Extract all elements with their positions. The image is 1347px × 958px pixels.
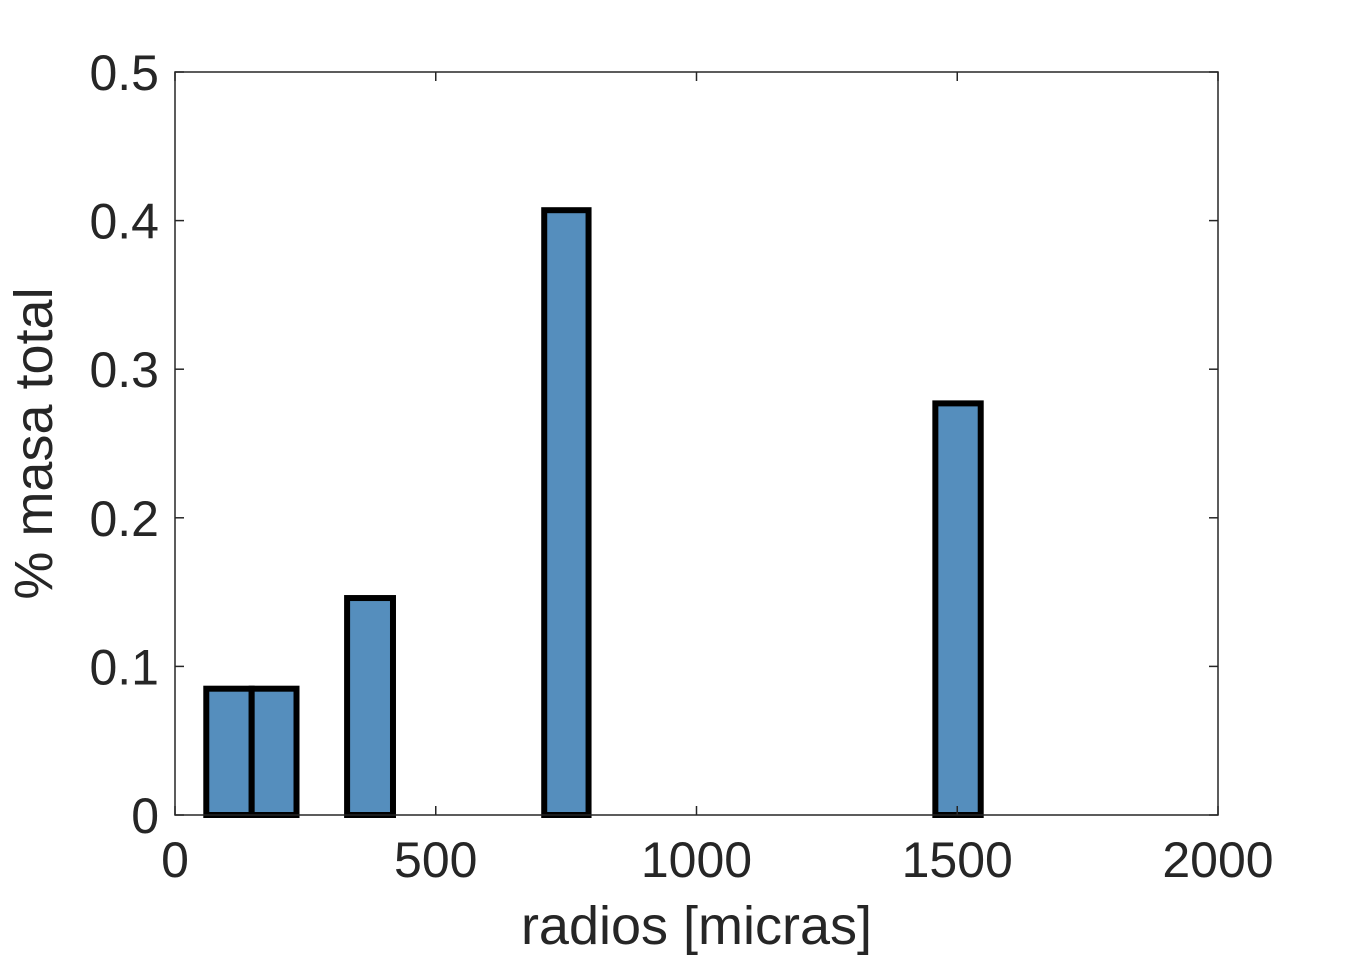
y-tick-label: 0.1	[89, 639, 159, 695]
y-tick-label: 0.3	[89, 342, 159, 398]
x-tick-label: 2000	[1162, 832, 1273, 888]
y-tick-label: 0.2	[89, 491, 159, 547]
x-tick-label: 1500	[902, 832, 1013, 888]
bar-5	[932, 400, 984, 818]
x-tick-label: 0	[161, 832, 189, 888]
x-tick-label: 1000	[641, 832, 752, 888]
y-tick-label: 0.5	[89, 45, 159, 101]
bar-2	[248, 685, 300, 818]
tick-labels: 0 500 1000 1500 2000 0 0.1 0.2 0.3 0.4 0.5	[89, 45, 1273, 888]
x-axis-label: radios [micras]	[521, 896, 872, 956]
bar-1	[203, 685, 255, 818]
ticks	[174, 71, 1219, 816]
x-tick-label: 500	[394, 832, 477, 888]
y-tick-label: 0	[131, 788, 159, 844]
y-axis-label: % masa total	[4, 287, 64, 599]
y-tick-label: 0.4	[89, 194, 159, 250]
bar-4	[541, 207, 592, 818]
bar-3	[344, 595, 396, 818]
axes-box	[174, 71, 1219, 816]
bars	[203, 207, 984, 818]
